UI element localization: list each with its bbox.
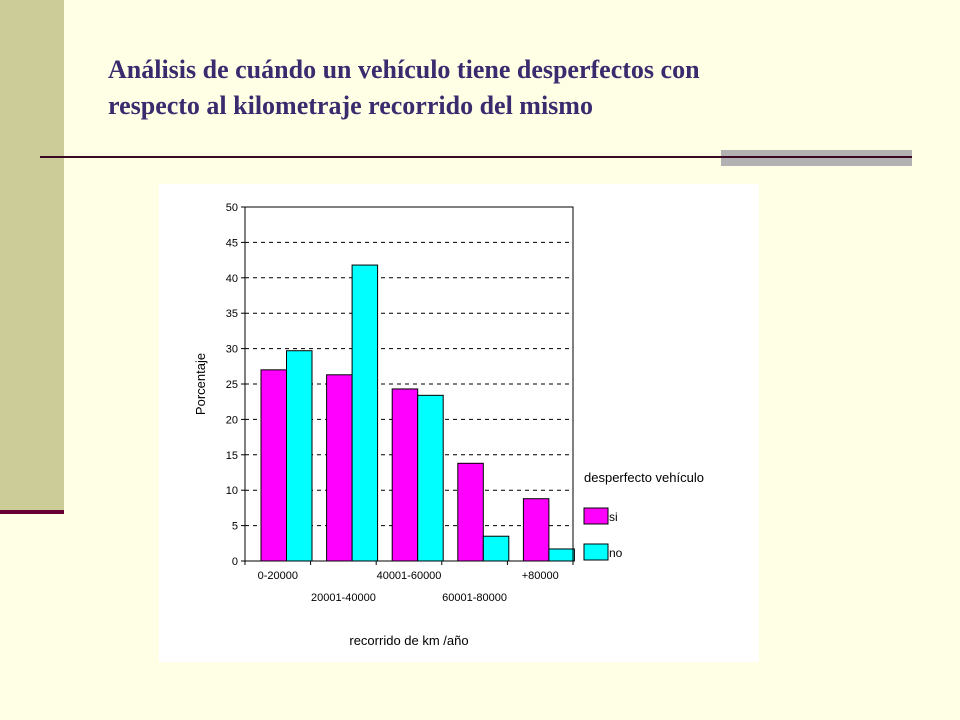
y-axis-label: Porcentaje (193, 353, 208, 415)
sidebar-decoration-foot (0, 510, 64, 514)
y-tick-label: 25 (226, 379, 238, 391)
bar-si (457, 462, 484, 562)
title-rule-accent-line (721, 156, 912, 158)
y-tick-label: 35 (226, 308, 238, 320)
bar-chart: 0 5 10 15 20 25 30 35 40 45 50 0-20000 20001-4000040… (193, 202, 704, 648)
bar-si (391, 388, 419, 562)
y-tick-label: 10 (226, 485, 238, 497)
x-tick-label: 40001-60000 (377, 570, 442, 582)
x-tick-label: 20001-40000 (311, 592, 376, 604)
legend-label-si: si (609, 510, 618, 524)
sidebar-decoration (0, 0, 64, 510)
bar-si (326, 374, 353, 562)
bar-no (548, 548, 575, 562)
bar-si (522, 498, 550, 562)
x-tick-label: 60001-80000 (442, 592, 507, 604)
bar-no (482, 535, 510, 562)
y-tick-label: 0 (232, 556, 238, 568)
title-rule (40, 156, 912, 158)
legend-swatch-si (583, 507, 609, 525)
title-rule-accent (721, 150, 912, 166)
y-tick-label: 30 (226, 344, 238, 356)
slide-title-line-2: respecto al kilometraje recorrido del mi… (108, 91, 593, 120)
y-tick-label: 50 (226, 202, 238, 214)
x-tick-label: +80000 (522, 570, 559, 582)
chart-panel: 0 5 10 15 20 25 30 35 40 45 50 0-20000 20001-40000 40… (159, 184, 759, 662)
slide-title: Análisis de cuándo un vehículo tiene des… (108, 52, 908, 124)
y-tick-label: 40 (226, 273, 238, 285)
legend-label-no: no (609, 546, 623, 560)
x-tick-label: 0-20000 (258, 570, 298, 582)
y-tick-label: 20 (226, 414, 238, 426)
y-tick-label: 5 (232, 521, 238, 533)
y-tick-label: 45 (226, 237, 238, 249)
legend-swatch-no (583, 543, 609, 561)
bar-no (351, 264, 379, 562)
slide-title-line-1: Análisis de cuándo un vehículo tiene des… (108, 55, 700, 84)
bar-si (260, 369, 287, 562)
x-axis-label: recorrido de km /año (349, 633, 468, 648)
bar-no (417, 394, 444, 562)
bar-no (286, 350, 313, 562)
y-tick-label: 15 (226, 450, 238, 462)
legend-title: desperfecto vehículo (584, 470, 704, 485)
